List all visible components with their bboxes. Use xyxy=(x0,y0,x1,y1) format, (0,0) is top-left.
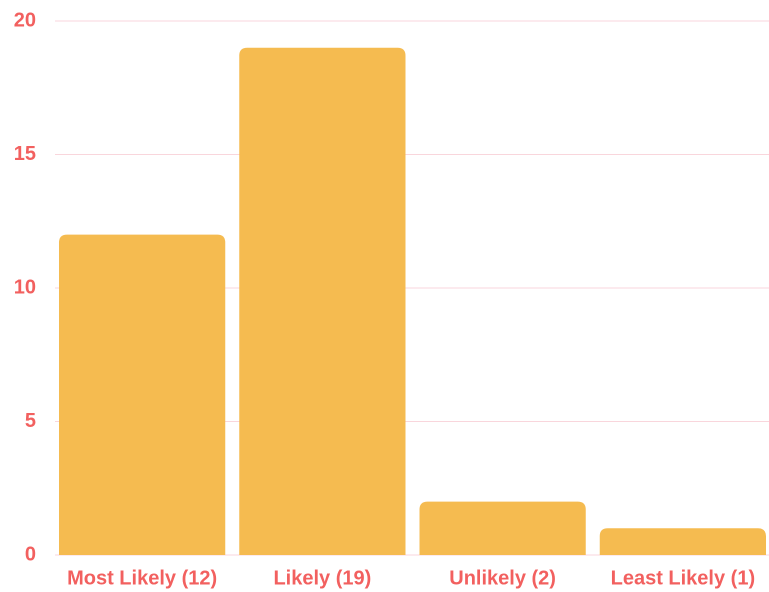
bar xyxy=(59,234,226,555)
bar xyxy=(599,528,766,555)
y-tick-label: 0 xyxy=(25,543,36,565)
x-tick-label: Unlikely (2) xyxy=(449,567,556,589)
y-tick-label: 15 xyxy=(14,143,36,165)
x-tick-label: Likely (19) xyxy=(273,567,371,589)
bar xyxy=(419,501,586,555)
bar xyxy=(239,47,406,555)
y-tick-label: 5 xyxy=(25,410,36,432)
x-tick-label: Most Likely (12) xyxy=(67,567,217,589)
x-tick-label: Least Likely (1) xyxy=(611,567,756,589)
y-tick-label: 20 xyxy=(14,9,36,31)
y-tick-label: 10 xyxy=(14,276,36,298)
